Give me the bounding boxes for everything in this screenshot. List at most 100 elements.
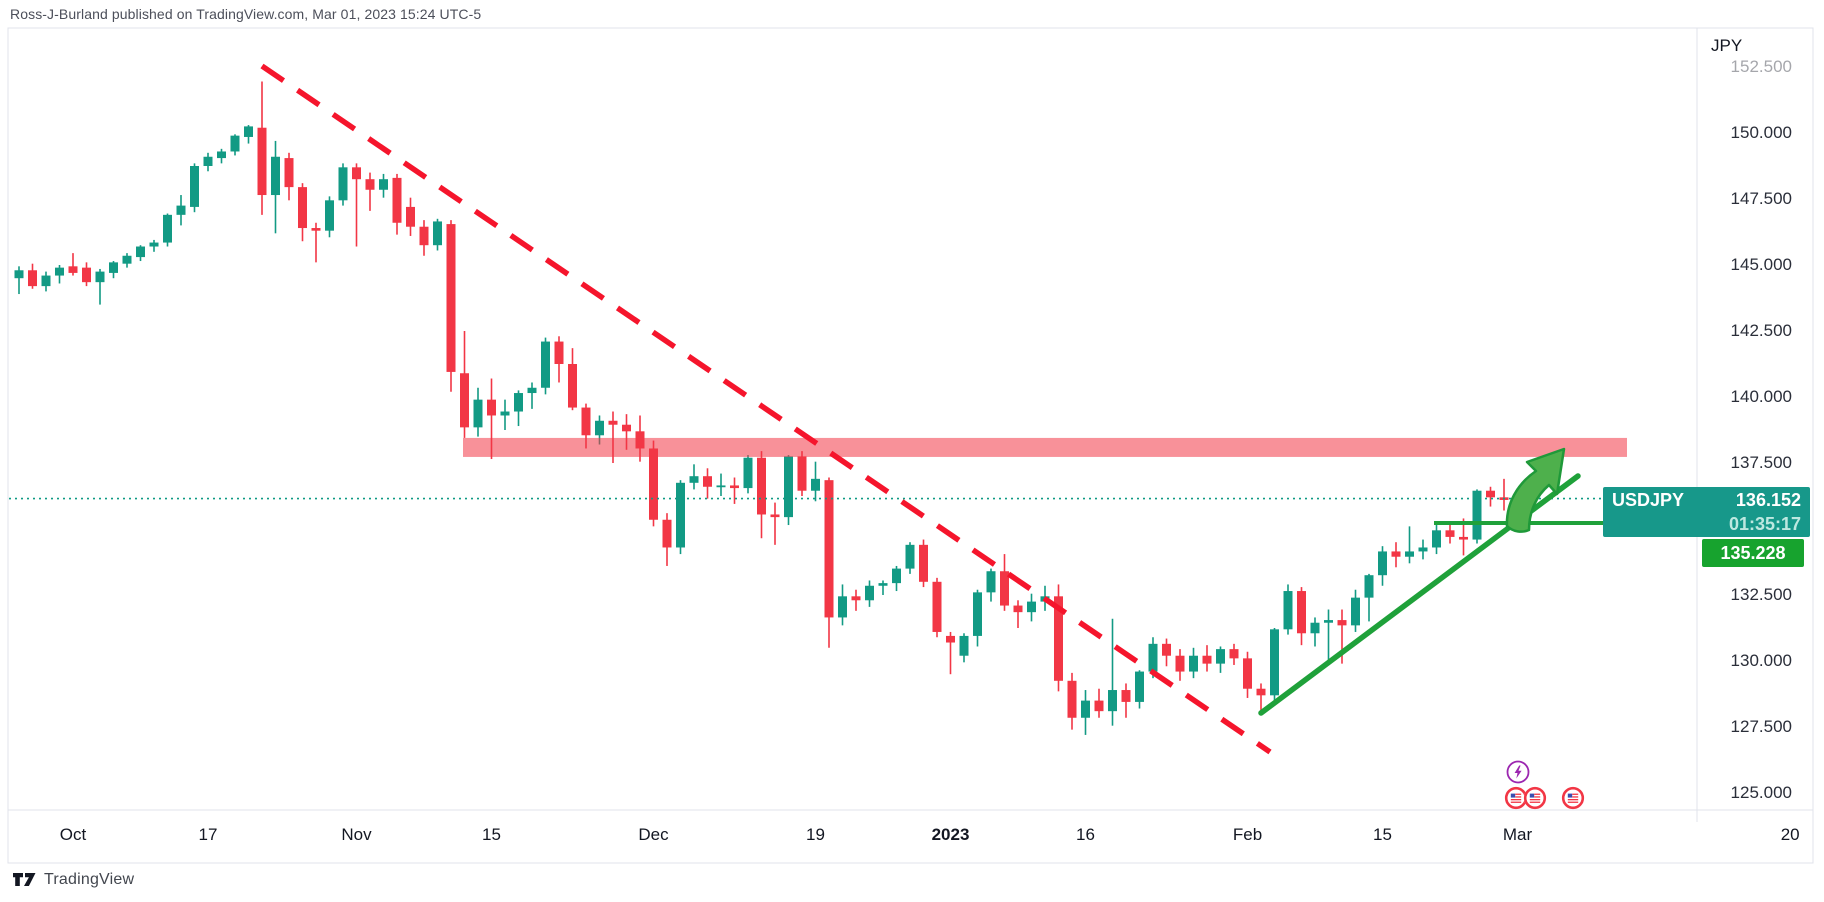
candle-body xyxy=(1081,700,1090,718)
candle-body xyxy=(163,214,172,243)
candle-body xyxy=(433,221,442,246)
bar-countdown: 01:35:17 xyxy=(1728,514,1801,534)
time-tick-label: 15 xyxy=(482,825,501,844)
time-tick-label: 20 xyxy=(1780,825,1800,844)
candle-body xyxy=(1175,655,1185,672)
candle-body xyxy=(1391,551,1401,557)
candle-body xyxy=(1351,597,1360,626)
price-tick-label: 145.000 xyxy=(1730,255,1792,274)
candle-body xyxy=(932,581,942,632)
time-tick-label: 16 xyxy=(1076,825,1095,844)
candle-body xyxy=(1013,605,1023,613)
last-price-label: USDJPY 136.152 01:35:17 xyxy=(1603,487,1810,537)
price-tick-label: 147.500 xyxy=(1730,189,1792,208)
candle-body xyxy=(649,448,658,520)
candle-body xyxy=(473,399,483,428)
candle-body xyxy=(1243,658,1252,689)
candle-body xyxy=(1337,620,1347,626)
candle-body xyxy=(919,544,928,582)
candle-body xyxy=(784,456,793,518)
candle-body xyxy=(311,228,321,231)
price-tick-label: 137.500 xyxy=(1730,453,1792,472)
time-tick-label: 19 xyxy=(806,825,825,844)
candle-body xyxy=(122,255,132,264)
publish-attribution-title: Ross-J-Burland published on TradingView.… xyxy=(10,6,482,22)
price-tick-label: 142.500 xyxy=(1730,321,1792,340)
candle-body xyxy=(676,482,685,548)
candle-body xyxy=(811,478,820,491)
candle-body xyxy=(1418,547,1428,552)
candle-body xyxy=(257,127,267,196)
dashed-downtrend-line[interactable] xyxy=(260,63,1272,755)
candle-body xyxy=(365,179,375,190)
us-flag-event-icon[interactable] xyxy=(1523,786,1547,810)
candle-body xyxy=(392,177,402,223)
candle-body xyxy=(487,399,496,416)
price-axis-currency-label: JPY xyxy=(1711,36,1743,55)
candle-body xyxy=(905,544,915,569)
price-tick-label: 132.500 xyxy=(1730,585,1792,604)
candle-body xyxy=(1486,490,1495,498)
candle-body xyxy=(797,456,807,491)
candle-body xyxy=(527,387,537,394)
candle-body xyxy=(419,226,429,246)
tradingview-attribution[interactable]: TradingView xyxy=(12,870,134,889)
candle-body xyxy=(41,275,51,287)
candle-body xyxy=(338,167,348,201)
time-tick-label: Feb xyxy=(1232,825,1263,844)
candle-body xyxy=(1162,643,1171,656)
candle-body xyxy=(1054,596,1063,681)
candle-body xyxy=(1121,690,1131,702)
candle-body xyxy=(743,457,753,489)
candle-body xyxy=(1216,649,1225,664)
candle-body xyxy=(824,480,834,618)
candle-body xyxy=(757,457,766,515)
candle-body xyxy=(82,267,91,283)
time-tick-label: 2023 xyxy=(931,825,970,844)
price-tick-label: 140.000 xyxy=(1730,387,1792,406)
candle-body xyxy=(1283,591,1293,630)
candle-body xyxy=(568,364,577,408)
candle-body xyxy=(190,166,199,207)
chart-frame-border xyxy=(7,27,1814,864)
candle-body xyxy=(244,126,253,137)
us-flag-event-icon[interactable] xyxy=(1561,786,1585,810)
candle-body xyxy=(689,476,699,483)
candle-body xyxy=(662,519,672,548)
candle-body xyxy=(14,270,24,279)
candle-body xyxy=(838,596,847,618)
candle-body xyxy=(595,420,604,436)
candle-body xyxy=(1364,575,1374,598)
candle-body xyxy=(95,271,105,283)
time-tick-label: 15 xyxy=(1373,825,1392,844)
resistance-zone[interactable] xyxy=(463,437,1627,457)
candle-body xyxy=(1324,620,1333,623)
candle-body xyxy=(28,270,37,287)
lightning-idea-icon[interactable] xyxy=(1506,760,1530,789)
lightning-icon xyxy=(1506,760,1530,784)
candle-body xyxy=(298,187,307,229)
candle-body xyxy=(271,156,280,196)
candle-body xyxy=(1229,649,1239,659)
us-flag-event-icon[interactable] xyxy=(1504,786,1528,810)
price-tick-label: 150.000 xyxy=(1730,123,1792,142)
candle-body xyxy=(325,200,334,231)
candle-body xyxy=(554,341,564,364)
candle-body xyxy=(352,167,361,180)
candle-body xyxy=(946,635,955,643)
candle-body xyxy=(878,583,888,586)
candle-body xyxy=(1270,629,1279,696)
time-tick-label: Nov xyxy=(341,825,372,844)
candle-body xyxy=(217,151,226,159)
curved-up-arrow[interactable] xyxy=(1505,447,1566,533)
candle-body xyxy=(541,341,550,388)
candle-body xyxy=(1000,571,1009,606)
candle-body xyxy=(55,267,64,276)
candle-body xyxy=(851,596,861,601)
candle-body xyxy=(230,135,240,152)
candle-body xyxy=(1108,690,1117,712)
candle-body xyxy=(446,224,456,372)
candle-body xyxy=(1189,655,1198,672)
